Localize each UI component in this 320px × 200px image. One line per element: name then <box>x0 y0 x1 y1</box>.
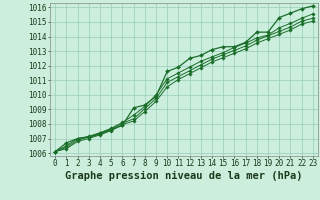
X-axis label: Graphe pression niveau de la mer (hPa): Graphe pression niveau de la mer (hPa) <box>65 171 303 181</box>
